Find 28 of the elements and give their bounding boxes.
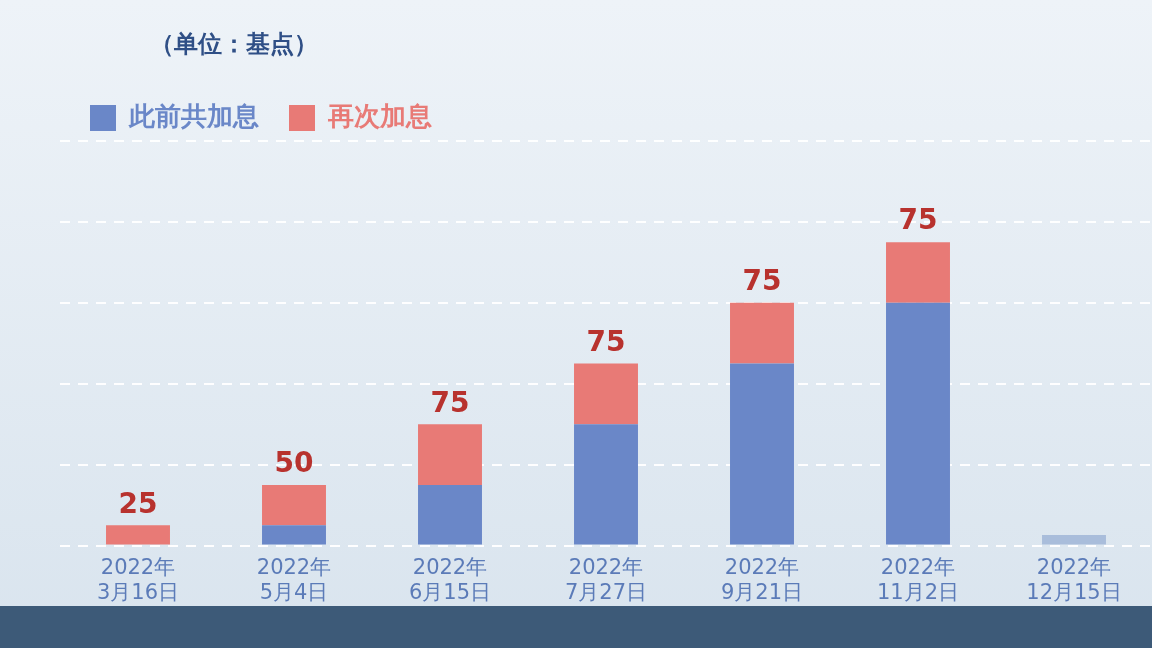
data-label: 75 xyxy=(742,264,782,298)
y-axis-title: （单位：基点） xyxy=(150,29,318,60)
data-label: 75 xyxy=(586,324,626,358)
bar xyxy=(1042,535,1106,545)
data-label: 75 xyxy=(430,385,470,419)
bar xyxy=(730,363,794,545)
x-tick-label: 2022年12月15日 xyxy=(1026,554,1122,604)
x-tick-label: 2022年7月27日 xyxy=(564,554,648,604)
bar xyxy=(418,424,482,485)
bar xyxy=(574,363,638,425)
legend-label: 此前共加息 xyxy=(128,100,259,131)
bar xyxy=(730,302,794,364)
bar xyxy=(262,525,326,545)
x-tick-label: 2022年9月21日 xyxy=(720,554,804,604)
bar xyxy=(418,484,482,545)
bar xyxy=(886,242,950,303)
x-tick-label: 2022年5月4日 xyxy=(256,554,332,604)
bar xyxy=(106,525,170,545)
bar xyxy=(262,484,326,526)
x-tick-label: 2022年11月2日 xyxy=(876,554,960,604)
data-label: 50 xyxy=(274,446,314,480)
x-tick-label: 2022年3月16日 xyxy=(96,554,180,604)
x-tick-label: 2022年6月15日 xyxy=(408,554,492,604)
bar xyxy=(886,302,950,545)
data-label: 25 xyxy=(118,486,158,520)
bar xyxy=(574,424,638,545)
data-label: 75 xyxy=(898,203,938,237)
legend-label: 再次加息 xyxy=(327,100,432,131)
